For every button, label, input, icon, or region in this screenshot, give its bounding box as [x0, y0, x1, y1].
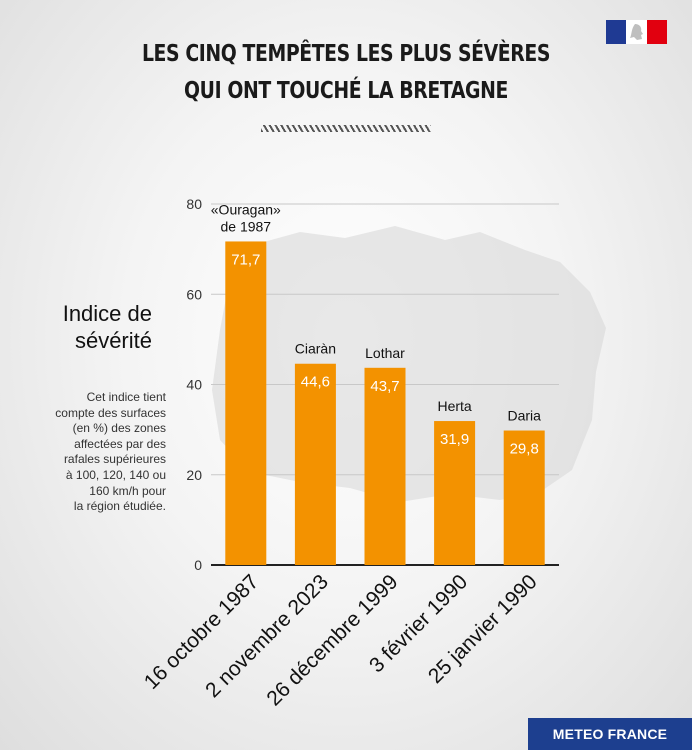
- bar: [434, 421, 476, 565]
- marianne-profile-icon: [630, 24, 644, 40]
- bar: [294, 363, 336, 565]
- bar: [225, 241, 267, 566]
- y-tick-label: 20: [186, 467, 202, 483]
- flag-white-stripe: [626, 20, 647, 44]
- title-line-1: LES CINQ TEMPÊTES LES PLUS SÉVÈRES: [141, 41, 551, 67]
- storm-name-label: «Ouragan»: [211, 201, 281, 217]
- storm-name-label: Ciaràn: [295, 341, 336, 357]
- y-axis-title-line-2: sévérité: [74, 328, 152, 353]
- description-line: Cet indice tient: [86, 390, 166, 404]
- category-label: 16 octobre 1987: [140, 570, 264, 694]
- y-tick-label: 0: [194, 557, 202, 573]
- description-line: la région étudiée.: [73, 499, 166, 514]
- description-line: affectées par des: [74, 436, 166, 451]
- y-tick-label: 80: [186, 196, 202, 212]
- category-label: 26 décembre 1999: [262, 570, 402, 710]
- bar-value-label: 44,6: [301, 374, 330, 391]
- description-line: 160 km/h pour: [89, 483, 166, 498]
- y-tick-label: 60: [186, 286, 202, 302]
- description-line: à 100, 120, 140 ou: [65, 467, 166, 482]
- bar-value-label: 29,8: [510, 441, 539, 458]
- category-label: 2 novembre 2023: [201, 570, 333, 702]
- description-line: (en %) des zones: [72, 421, 166, 436]
- french-republic-flag-logo: [606, 20, 667, 44]
- description-line: rafales supérieures: [63, 452, 166, 467]
- flag-red-stripe: [646, 20, 667, 44]
- meteo-france-logo: METEO FRANCE: [528, 718, 692, 750]
- bar-value-label: 43,7: [370, 378, 399, 395]
- bar-value-label: 71,7: [231, 251, 260, 268]
- y-axis-title-line-1: Indice de: [62, 301, 152, 326]
- storm-name-label: Lothar: [365, 345, 405, 361]
- index-description: Cet indice tient compte des surfaces (en…: [0, 390, 166, 515]
- description-line: compte des surfaces: [55, 405, 166, 420]
- bar-value-label: 31,9: [440, 431, 469, 448]
- bar: [364, 367, 406, 565]
- storm-name-label: de 1987: [220, 218, 271, 234]
- y-tick-label: 40: [186, 377, 202, 393]
- decorative-hatch-divider: [261, 125, 431, 132]
- title-line-2: QUI ONT TOUCHÉ LA BRETAGNE: [184, 78, 508, 104]
- storm-name-label: Herta: [437, 398, 471, 414]
- storm-name-label: Daria: [507, 408, 541, 424]
- bar: [503, 430, 545, 565]
- brittany-map-silhouette: [212, 226, 606, 502]
- flag-blue-stripe: [606, 20, 627, 44]
